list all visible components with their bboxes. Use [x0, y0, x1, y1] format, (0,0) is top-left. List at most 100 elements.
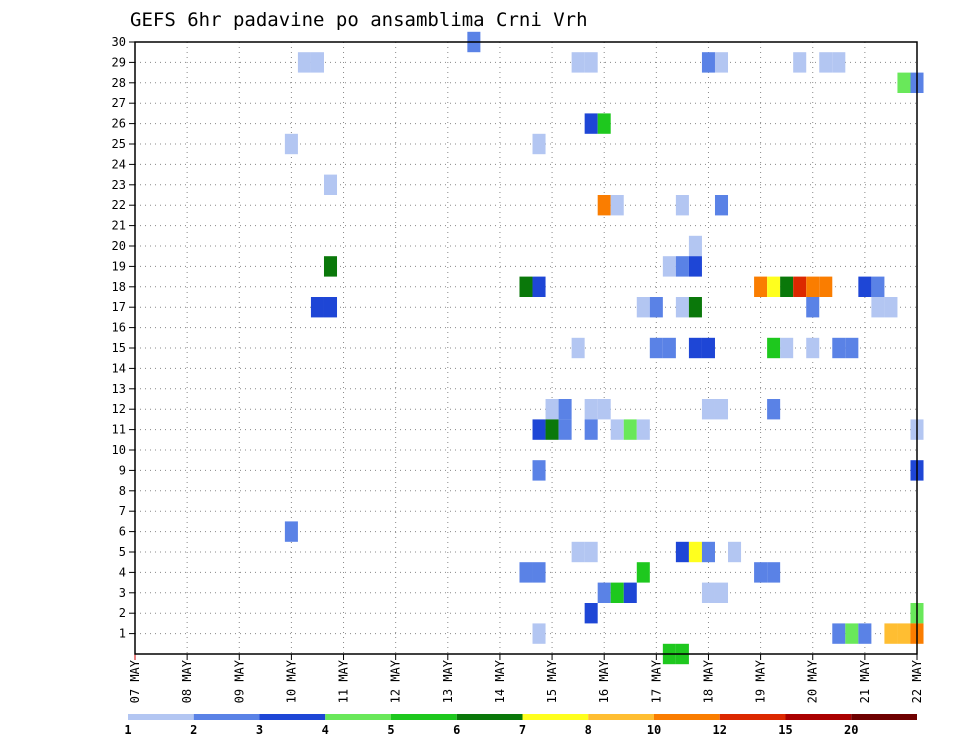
precip-cell: [636, 419, 650, 440]
x-tick-label: 07 MAY: [128, 659, 142, 703]
x-tick-label: 21 MAY: [858, 659, 872, 703]
y-tick-label: 17: [112, 300, 126, 314]
precip-cell: [832, 623, 846, 644]
precip-cell: [688, 541, 702, 563]
precip-cell: [323, 174, 338, 195]
precip-cell: [806, 276, 820, 297]
precip-cell: [323, 297, 338, 318]
precip-cell: [754, 562, 768, 583]
precip-cell: [662, 256, 676, 277]
precip-cell: [584, 52, 598, 73]
precip-cell: [297, 52, 311, 73]
colorbar-label: 1: [124, 723, 131, 737]
precip-cell: [584, 603, 598, 624]
precip-cell: [793, 52, 807, 73]
colorbar-label: 7: [519, 723, 526, 737]
y-tick-label: 7: [119, 504, 126, 518]
precip-cell: [819, 276, 833, 297]
precip-cell: [806, 297, 820, 318]
precip-cell: [558, 399, 572, 420]
precip-cell: [754, 276, 768, 297]
colorbar-label: 6: [453, 723, 460, 737]
x-tick-label: 16 MAY: [597, 659, 611, 703]
x-axis-ticks: 07 MAY 08 MAY 09 MAY 10 MAY 11 MAY 12 MAY 13 M…: [128, 654, 924, 703]
precip-cell: [845, 337, 859, 359]
x-tick-label: 20 MAY: [806, 659, 820, 703]
precip-cell: [597, 399, 611, 420]
precip-cell: [532, 419, 546, 440]
precip-cell: [701, 52, 715, 73]
chart-title: GEFS 6hr padavine po ansamblima Crni Vrh: [130, 9, 588, 31]
precip-cell: [701, 541, 715, 563]
precip-cell: [584, 419, 598, 440]
precip-cell: [871, 276, 885, 297]
precip-cell: [675, 256, 689, 277]
colorbar-swatch: [193, 714, 260, 720]
precip-cell: [845, 623, 859, 644]
y-tick-label: 9: [119, 463, 126, 477]
precip-cell: [571, 337, 585, 359]
y-tick-label: 19: [112, 259, 126, 273]
y-tick-label: 8: [119, 484, 126, 498]
precip-cell: [623, 419, 637, 440]
y-tick-label: 4: [119, 565, 126, 579]
x-tick-label: 14 MAY: [493, 659, 507, 703]
y-tick-label: 15: [112, 341, 126, 355]
y-tick-label: 23: [112, 178, 126, 192]
colorbar-swatch: [325, 714, 391, 720]
colorbar-swatch: [522, 714, 589, 720]
precip-cell: [675, 297, 689, 318]
y-tick-label: 13: [112, 382, 126, 396]
colorbar-swatch: [654, 714, 720, 720]
precip-cell: [714, 52, 729, 73]
precip-cell: [688, 235, 702, 257]
x-tick-label: 10 MAY: [284, 659, 298, 703]
precip-cell: [714, 195, 729, 216]
precip-cell: [701, 337, 715, 359]
y-tick-label: 16: [112, 321, 126, 335]
precip-cell: [284, 133, 298, 155]
y-tick-label: 1: [119, 627, 126, 641]
precip-cell: [284, 521, 298, 542]
precip-cell: [701, 582, 715, 603]
colorbar-label: 10: [647, 723, 661, 737]
precip-cell: [780, 276, 794, 297]
x-tick-label: 08 MAY: [180, 659, 194, 703]
x-tick-label: 22 MAY: [910, 659, 924, 703]
precip-cell: [597, 582, 611, 603]
precip-cell: [832, 52, 846, 73]
precip-cell: [571, 541, 585, 563]
colorbar-label: 4: [322, 723, 329, 737]
precip-cell: [871, 297, 885, 318]
y-tick-label: 11: [112, 423, 126, 437]
precip-cell: [610, 419, 624, 440]
x-tick-label: 13 MAY: [441, 659, 455, 703]
colorbar-swatch: [128, 714, 194, 720]
y-tick-label: 21: [112, 219, 126, 233]
precip-cell: [767, 276, 781, 297]
y-tick-label: 28: [112, 76, 126, 90]
colorbar-swatch: [588, 714, 654, 720]
colorbar-label: 8: [585, 723, 592, 737]
y-tick-label: 6: [119, 525, 126, 539]
colorbar-swatch: [456, 714, 523, 720]
precip-cell: [545, 419, 559, 440]
precip-cell: [858, 276, 872, 297]
precip-cell: [714, 582, 729, 603]
precip-cell: [767, 399, 781, 420]
colorbar-swatch: [391, 714, 457, 720]
precip-cell: [858, 623, 872, 644]
precip-cell: [532, 460, 546, 481]
precip-cell: [310, 297, 324, 318]
precip-cell: [662, 337, 676, 359]
x-tick-label: 18 MAY: [701, 659, 715, 703]
precip-cell: [636, 297, 650, 318]
y-tick-label: 5: [119, 545, 126, 559]
precip-cell: [767, 337, 781, 359]
precip-cell: [532, 276, 546, 297]
y-tick-label: 24: [112, 157, 126, 171]
precip-cell: [532, 623, 546, 644]
precip-cell: [545, 399, 559, 420]
precip-cell: [897, 72, 911, 93]
